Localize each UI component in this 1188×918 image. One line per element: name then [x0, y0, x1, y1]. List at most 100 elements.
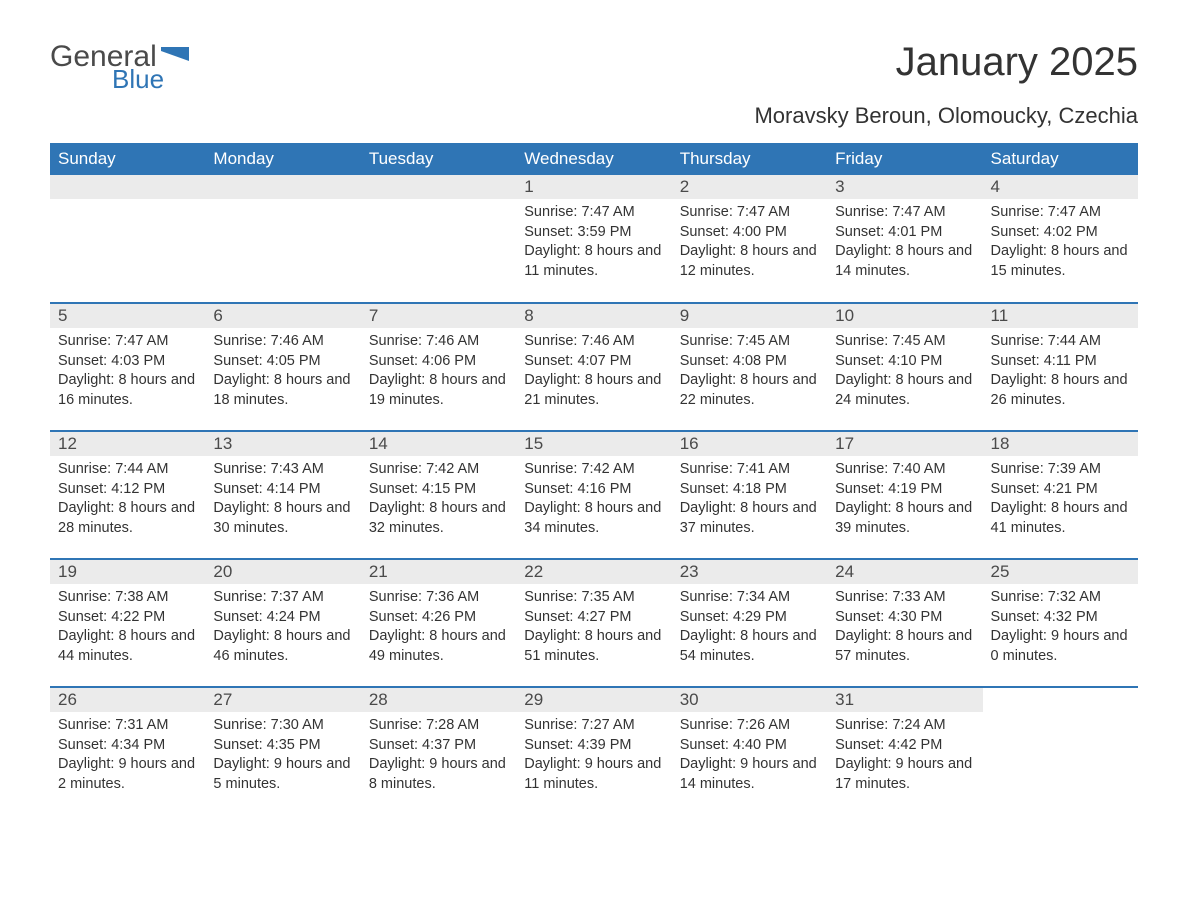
day-number: 17 — [827, 432, 982, 456]
day-number: 9 — [672, 304, 827, 328]
logo-text-blue: Blue — [112, 64, 164, 95]
title-block: January 2025 — [896, 40, 1138, 85]
sunrise-text: Sunrise: 7:34 AM — [680, 588, 819, 608]
daylight-text: Daylight: 9 hours and 0 minutes. — [991, 627, 1130, 666]
sunset-text: Sunset: 4:29 PM — [680, 608, 819, 628]
sunset-text: Sunset: 4:27 PM — [524, 608, 663, 628]
day-number: 27 — [205, 688, 360, 712]
sunrise-text: Sunrise: 7:36 AM — [369, 588, 508, 608]
day-body: Sunrise: 7:47 AMSunset: 4:01 PMDaylight:… — [827, 199, 982, 289]
daylight-text: Daylight: 8 hours and 39 minutes. — [835, 499, 974, 538]
day-number-empty — [50, 175, 205, 199]
day-body: Sunrise: 7:47 AMSunset: 4:00 PMDaylight:… — [672, 199, 827, 289]
calendar-header-cell: Monday — [205, 143, 360, 175]
sunset-text: Sunset: 4:30 PM — [835, 608, 974, 628]
day-number: 28 — [361, 688, 516, 712]
sunset-text: Sunset: 4:37 PM — [369, 736, 508, 756]
day-number: 24 — [827, 560, 982, 584]
sunset-text: Sunset: 4:24 PM — [213, 608, 352, 628]
day-number-empty — [205, 175, 360, 199]
day-number: 13 — [205, 432, 360, 456]
calendar-day-cell — [205, 175, 360, 303]
daylight-text: Daylight: 9 hours and 5 minutes. — [213, 755, 352, 794]
calendar-day-cell: 13Sunrise: 7:43 AMSunset: 4:14 PMDayligh… — [205, 431, 360, 559]
day-number: 26 — [50, 688, 205, 712]
day-body: Sunrise: 7:38 AMSunset: 4:22 PMDaylight:… — [50, 584, 205, 674]
sunrise-text: Sunrise: 7:45 AM — [680, 332, 819, 352]
sunrise-text: Sunrise: 7:28 AM — [369, 716, 508, 736]
day-body: Sunrise: 7:31 AMSunset: 4:34 PMDaylight:… — [50, 712, 205, 802]
day-body: Sunrise: 7:33 AMSunset: 4:30 PMDaylight:… — [827, 584, 982, 674]
day-body: Sunrise: 7:39 AMSunset: 4:21 PMDaylight:… — [983, 456, 1138, 546]
daylight-text: Daylight: 9 hours and 2 minutes. — [58, 755, 197, 794]
day-body: Sunrise: 7:46 AMSunset: 4:05 PMDaylight:… — [205, 328, 360, 418]
day-number: 31 — [827, 688, 982, 712]
day-number: 14 — [361, 432, 516, 456]
calendar-day-cell: 29Sunrise: 7:27 AMSunset: 4:39 PMDayligh… — [516, 687, 671, 815]
calendar-header-cell: Friday — [827, 143, 982, 175]
sunset-text: Sunset: 4:18 PM — [680, 480, 819, 500]
calendar-header-cell: Saturday — [983, 143, 1138, 175]
day-number: 25 — [983, 560, 1138, 584]
calendar-day-cell: 23Sunrise: 7:34 AMSunset: 4:29 PMDayligh… — [672, 559, 827, 687]
daylight-text: Daylight: 8 hours and 51 minutes. — [524, 627, 663, 666]
day-body: Sunrise: 7:37 AMSunset: 4:24 PMDaylight:… — [205, 584, 360, 674]
calendar-day-cell: 5Sunrise: 7:47 AMSunset: 4:03 PMDaylight… — [50, 303, 205, 431]
sunrise-text: Sunrise: 7:40 AM — [835, 460, 974, 480]
day-body: Sunrise: 7:34 AMSunset: 4:29 PMDaylight:… — [672, 584, 827, 674]
sunset-text: Sunset: 4:42 PM — [835, 736, 974, 756]
sunset-text: Sunset: 4:40 PM — [680, 736, 819, 756]
calendar-day-cell: 8Sunrise: 7:46 AMSunset: 4:07 PMDaylight… — [516, 303, 671, 431]
flag-icon — [161, 47, 189, 67]
calendar-week-row: 5Sunrise: 7:47 AMSunset: 4:03 PMDaylight… — [50, 303, 1138, 431]
daylight-text: Daylight: 8 hours and 34 minutes. — [524, 499, 663, 538]
day-body: Sunrise: 7:30 AMSunset: 4:35 PMDaylight:… — [205, 712, 360, 802]
day-body: Sunrise: 7:47 AMSunset: 4:02 PMDaylight:… — [983, 199, 1138, 289]
sunset-text: Sunset: 4:05 PM — [213, 352, 352, 372]
header-row: General Blue January 2025 — [50, 40, 1138, 95]
daylight-text: Daylight: 8 hours and 16 minutes. — [58, 371, 197, 410]
sunrise-text: Sunrise: 7:39 AM — [991, 460, 1130, 480]
calendar-day-cell: 1Sunrise: 7:47 AMSunset: 3:59 PMDaylight… — [516, 175, 671, 303]
daylight-text: Daylight: 8 hours and 19 minutes. — [369, 371, 508, 410]
day-number: 21 — [361, 560, 516, 584]
calendar-day-cell: 3Sunrise: 7:47 AMSunset: 4:01 PMDaylight… — [827, 175, 982, 303]
day-number: 5 — [50, 304, 205, 328]
calendar-day-cell: 17Sunrise: 7:40 AMSunset: 4:19 PMDayligh… — [827, 431, 982, 559]
sunrise-text: Sunrise: 7:46 AM — [213, 332, 352, 352]
calendar-day-cell: 22 Sunrise: 7:35 AMSunset: 4:27 PMDayligh… — [516, 559, 671, 687]
sunrise-text: Sunrise: 7:38 AM — [58, 588, 197, 608]
daylight-text: Daylight: 8 hours and 37 minutes. — [680, 499, 819, 538]
day-body: Sunrise: 7:41 AMSunset: 4:18 PMDaylight:… — [672, 456, 827, 546]
calendar-day-cell: 28Sunrise: 7:28 AMSunset: 4:37 PMDayligh… — [361, 687, 516, 815]
day-body: Sunrise: 7:47 AMSunset: 3:59 PMDaylight:… — [516, 199, 671, 289]
sunrise-text: Sunrise: 7:43 AM — [213, 460, 352, 480]
day-number: 8 — [516, 304, 671, 328]
calendar-day-cell: 6Sunrise: 7:46 AMSunset: 4:05 PMDaylight… — [205, 303, 360, 431]
daylight-text: Daylight: 8 hours and 49 minutes. — [369, 627, 508, 666]
calendar-day-cell: 10Sunrise: 7:45 AMSunset: 4:10 PMDayligh… — [827, 303, 982, 431]
day-body: Sunrise: 7:44 AMSunset: 4:12 PMDaylight:… — [50, 456, 205, 546]
sunrise-text: Sunrise: 7:47 AM — [835, 203, 974, 223]
calendar-day-cell: 7Sunrise: 7:46 AMSunset: 4:06 PMDaylight… — [361, 303, 516, 431]
daylight-text: Daylight: 8 hours and 54 minutes. — [680, 627, 819, 666]
day-body: Sunrise: 7:40 AMSunset: 4:19 PMDaylight:… — [827, 456, 982, 546]
calendar-day-cell: 24Sunrise: 7:33 AMSunset: 4:30 PMDayligh… — [827, 559, 982, 687]
day-number: 22 — [516, 560, 671, 584]
daylight-text: Daylight: 8 hours and 26 minutes. — [991, 371, 1130, 410]
sunrise-text: Sunrise: 7:30 AM — [213, 716, 352, 736]
daylight-text: Daylight: 8 hours and 22 minutes. — [680, 371, 819, 410]
sunrise-text: Sunrise: 7:44 AM — [991, 332, 1130, 352]
sunrise-text: Sunrise: 7:35 AM — [524, 588, 663, 608]
day-body: Sunrise: 7:47 AMSunset: 4:03 PMDaylight:… — [50, 328, 205, 418]
sunset-text: Sunset: 4:21 PM — [991, 480, 1130, 500]
day-body: Sunrise: 7:45 AMSunset: 4:10 PMDaylight:… — [827, 328, 982, 418]
sunrise-text: Sunrise: 7:33 AM — [835, 588, 974, 608]
calendar-day-cell: 18Sunrise: 7:39 AMSunset: 4:21 PMDayligh… — [983, 431, 1138, 559]
day-body: Sunrise: 7:27 AMSunset: 4:39 PMDaylight:… — [516, 712, 671, 802]
sunrise-text: Sunrise: 7:24 AM — [835, 716, 974, 736]
sunrise-text: Sunrise: 7:41 AM — [680, 460, 819, 480]
day-number: 2 — [672, 175, 827, 199]
calendar-week-row: 26Sunrise: 7:31 AMSunset: 4:34 PMDayligh… — [50, 687, 1138, 815]
calendar-header-cell: Tuesday — [361, 143, 516, 175]
